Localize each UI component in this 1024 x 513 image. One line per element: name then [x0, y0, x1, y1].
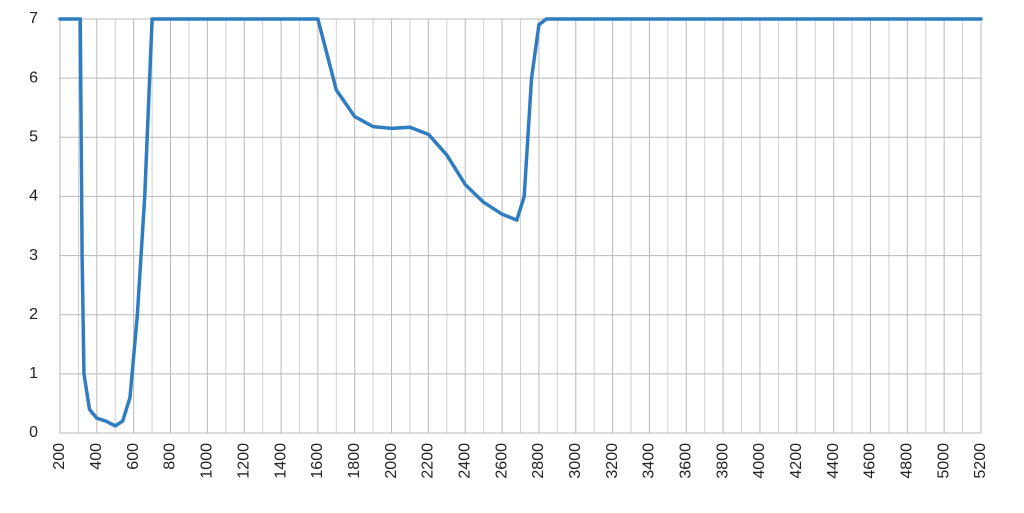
- x-tick-label: 1400: [272, 443, 289, 479]
- x-tick-label: 1600: [309, 443, 326, 479]
- x-tick-label: 600: [125, 443, 142, 470]
- x-tick-label: 200: [51, 443, 68, 470]
- x-tick-label: 4200: [788, 443, 805, 479]
- x-tick-label: 4800: [899, 443, 916, 479]
- x-tick-label: 5000: [935, 443, 952, 479]
- y-tick-label: 7: [29, 10, 38, 27]
- x-tick-label: 400: [88, 443, 105, 470]
- x-tick-label: 2800: [530, 443, 547, 479]
- x-tick-label: 2400: [456, 443, 473, 479]
- x-tick-label: 1800: [346, 443, 363, 479]
- y-tick-label: 1: [29, 365, 38, 382]
- x-tick-label: 3800: [714, 443, 731, 479]
- x-tick-label: 3200: [604, 443, 621, 479]
- x-tick-label: 4600: [862, 443, 879, 479]
- x-tick-label: 2000: [383, 443, 400, 479]
- y-tick-label: 2: [29, 306, 38, 323]
- data-line: [58, 17, 983, 428]
- y-tick-label: 0: [29, 424, 38, 441]
- x-tick-label: 3400: [641, 443, 658, 479]
- x-tick-label: 3600: [677, 443, 694, 479]
- x-tick-label: 4400: [825, 443, 842, 479]
- x-tick-label: 3000: [567, 443, 584, 479]
- x-tick-label: 1000: [199, 443, 216, 479]
- y-tick-label: 4: [29, 188, 38, 205]
- x-tick-label: 800: [162, 443, 179, 470]
- y-tick-label: 3: [29, 247, 38, 264]
- y-tick-label: 5: [29, 129, 38, 146]
- x-tick-label: 4000: [751, 443, 768, 479]
- y-tick-label: 6: [29, 69, 38, 86]
- x-tick-label: 1200: [235, 443, 252, 479]
- x-tick-label: 5200: [972, 443, 989, 479]
- x-tick-label: 2200: [420, 443, 437, 479]
- x-tick-label: 2600: [493, 443, 510, 479]
